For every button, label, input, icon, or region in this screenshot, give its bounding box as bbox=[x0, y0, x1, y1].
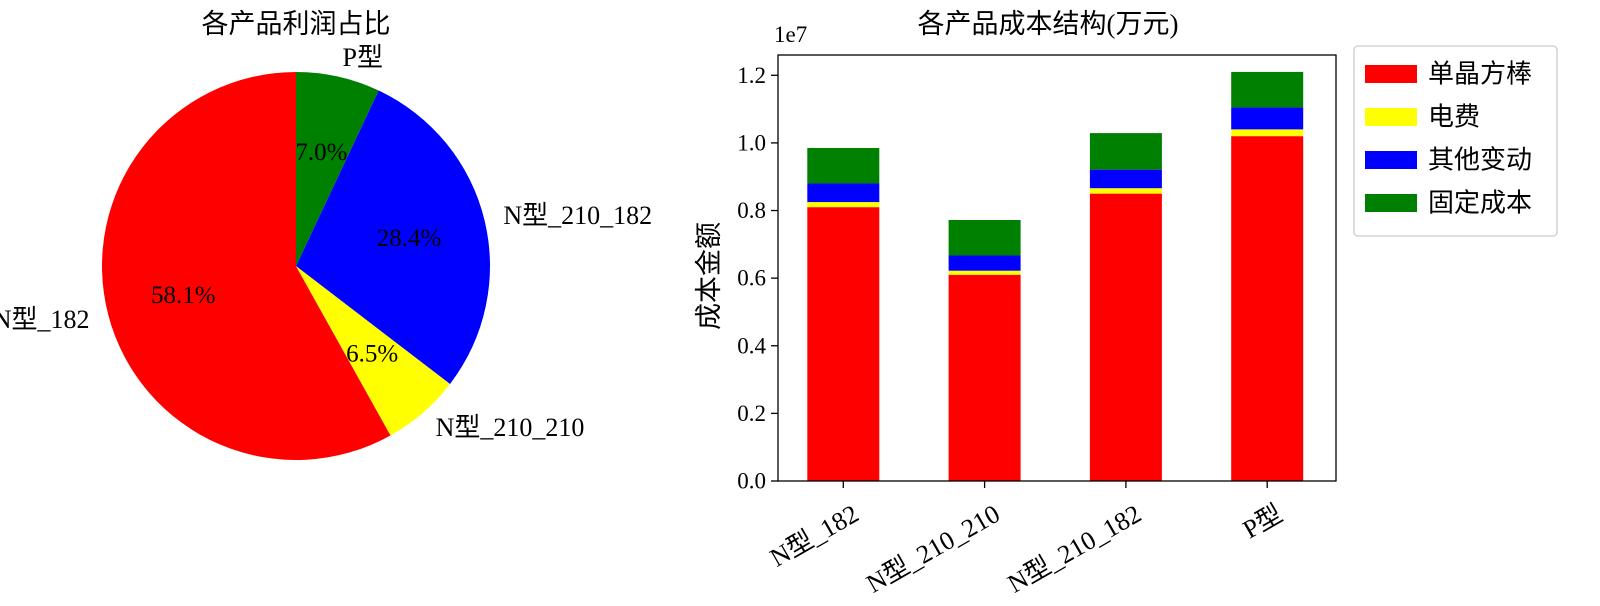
pie-slice-p bbox=[296, 72, 379, 266]
bar-segment-p-1 bbox=[1231, 136, 1304, 481]
x-tick-label: N型_210_182 bbox=[1003, 499, 1146, 599]
pie-category-label: N型_182 bbox=[0, 305, 89, 334]
legend-label: 固定成本 bbox=[1428, 189, 1532, 218]
y-axis-offset-label: 1e7 bbox=[774, 22, 807, 47]
y-tick-label: 0.2 bbox=[737, 401, 766, 426]
pie-category-label: N型_210_182 bbox=[503, 201, 652, 230]
bar-segment-n-210-210-1 bbox=[948, 274, 1021, 481]
legend-label: 其他变动 bbox=[1428, 146, 1532, 175]
bar-segment-n-182-1 bbox=[807, 207, 880, 481]
pie-percent-label: 6.5% bbox=[346, 341, 398, 368]
pie-percent-label: 28.4% bbox=[377, 225, 442, 252]
y-tick-label: 0.4 bbox=[737, 333, 766, 358]
x-tick-label: P型 bbox=[1238, 499, 1288, 544]
pie-percent-label: 7.0% bbox=[295, 139, 347, 166]
bar-segment-n-210-210-4 bbox=[948, 219, 1021, 256]
pie-category-label: N型_210_210 bbox=[436, 413, 585, 442]
bar-segment-p-4 bbox=[1231, 71, 1304, 108]
x-tick-label: N型_210_210 bbox=[861, 499, 1004, 599]
y-tick-label: 1.2 bbox=[737, 63, 766, 88]
pie-labels: 58.1% N型_182 6.5% N型_210_210 28.4% N型_210_182… bbox=[0, 43, 652, 442]
pie-category-label: P型 bbox=[343, 43, 383, 72]
legend-swatch bbox=[1365, 151, 1417, 169]
pie-slice-n-210-182 bbox=[296, 90, 490, 384]
bar-segment-n-210-182-4 bbox=[1089, 133, 1162, 170]
pie-chart-panel: 各产品利润占比 58.1% N型_182 6.5% N型_210_210 28.4% N型… bbox=[0, 9, 652, 461]
bar-segment-n-210-182-3 bbox=[1089, 169, 1162, 189]
legend-swatch bbox=[1365, 65, 1417, 83]
bar-segment-p-2 bbox=[1231, 129, 1304, 137]
y-axis-ticks: 0.0 0.2 0.4 0.6 0.8 1.0 1.2 bbox=[737, 63, 778, 494]
bar-segment-n-210-182-2 bbox=[1089, 188, 1162, 194]
y-tick-label: 0.6 bbox=[737, 266, 766, 291]
bar-segment-p-3 bbox=[1231, 107, 1304, 130]
bar-segment-n-210-210-3 bbox=[948, 255, 1021, 271]
x-tick-label: N型_182 bbox=[765, 499, 863, 573]
bar-segment-n-210-210-2 bbox=[948, 270, 1021, 275]
legend-swatch bbox=[1365, 194, 1417, 212]
y-tick-label: 0.0 bbox=[737, 469, 766, 494]
pie-chart-title: 各产品利润占比 bbox=[202, 9, 391, 39]
bar-segment-n-182-2 bbox=[807, 202, 880, 208]
plot-frame bbox=[777, 54, 1337, 482]
bar-segment-n-182-4 bbox=[807, 147, 880, 184]
pie-slices bbox=[101, 72, 490, 461]
legend-label: 单晶方棒 bbox=[1428, 60, 1532, 89]
bar-segment-n-182-3 bbox=[807, 183, 880, 203]
bar-chart-panel: 各产品成本结构(万元) 1e7 成本金额 0.0 0.2 0.4 0.6 0.8 1.0 1… bbox=[694, 9, 1558, 599]
legend-box bbox=[1353, 45, 1558, 237]
pie-slice-n-210-210 bbox=[296, 266, 451, 436]
legend-swatch bbox=[1365, 108, 1417, 126]
legend-label: 电费 bbox=[1428, 103, 1480, 132]
pie-percent-label: 58.1% bbox=[151, 282, 216, 309]
y-tick-label: 1.0 bbox=[737, 130, 766, 155]
bar-segments bbox=[807, 71, 1304, 481]
y-axis-label: 成本金额 bbox=[694, 222, 724, 330]
y-tick-label: 0.8 bbox=[737, 198, 766, 223]
bar-segment-n-210-182-1 bbox=[1089, 193, 1162, 481]
bar-chart-title: 各产品成本结构(万元) bbox=[918, 9, 1179, 39]
pie-slice-n-182 bbox=[101, 72, 391, 461]
